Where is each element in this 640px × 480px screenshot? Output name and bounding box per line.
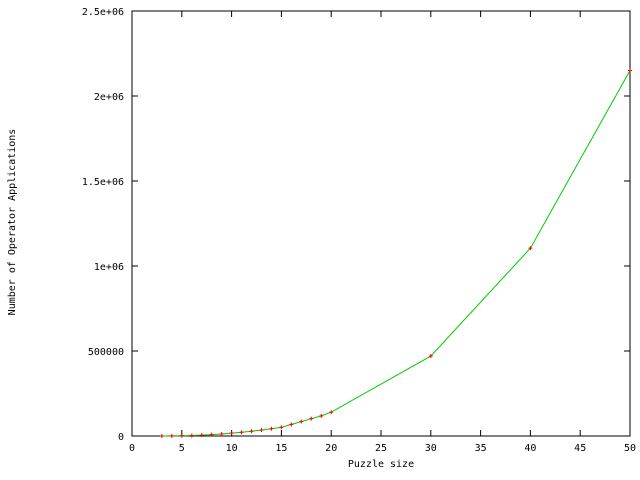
data-point bbox=[628, 68, 632, 73]
x-tick-label: 20 bbox=[325, 443, 337, 454]
data-point bbox=[219, 431, 224, 436]
data-point bbox=[319, 413, 324, 418]
data-point bbox=[269, 426, 274, 431]
y-tick-label: 0 bbox=[118, 432, 124, 443]
y-axis-label: Number of Operator Applications bbox=[7, 129, 18, 316]
data-point bbox=[249, 429, 254, 434]
data-point bbox=[199, 433, 204, 438]
axis-ticks bbox=[131, 10, 631, 437]
x-tick-label: 30 bbox=[425, 443, 437, 454]
x-tick-label: 5 bbox=[179, 443, 185, 454]
y-tick-label: 2.5e+06 bbox=[82, 7, 124, 18]
x-tick-label: 40 bbox=[524, 443, 536, 454]
data-point bbox=[428, 354, 433, 359]
data-point bbox=[299, 419, 304, 424]
series-line bbox=[161, 70, 631, 437]
plot-frame bbox=[131, 10, 631, 437]
x-tick-label: 15 bbox=[275, 443, 287, 454]
data-point bbox=[289, 422, 294, 427]
data-point bbox=[189, 433, 194, 438]
x-axis-label: Puzzle size bbox=[348, 459, 414, 470]
x-tick-label: 0 bbox=[129, 443, 135, 454]
x-tick-label: 10 bbox=[226, 443, 238, 454]
y-tick-label: 2e+06 bbox=[94, 92, 124, 103]
y-tick-label: 1e+06 bbox=[94, 262, 124, 273]
series-markers bbox=[159, 68, 632, 438]
x-tick-label: 25 bbox=[375, 443, 387, 454]
y-tick-label: 500000 bbox=[88, 347, 124, 358]
data-point bbox=[179, 433, 184, 438]
data-point bbox=[209, 432, 214, 437]
axis-tick-labels: 0 5 10 15 20 25 30 35 40 45 50 0 500000 1e+06 1.5e+06 2… bbox=[82, 7, 636, 454]
data-point bbox=[329, 410, 334, 415]
x-tick-label: 35 bbox=[475, 443, 487, 454]
data-point bbox=[279, 425, 284, 430]
y-tick-label: 1.5e+06 bbox=[82, 177, 124, 188]
data-point bbox=[259, 428, 264, 433]
data-point bbox=[159, 433, 164, 438]
data-point bbox=[169, 433, 174, 438]
x-tick-label: 45 bbox=[574, 443, 586, 454]
data-point bbox=[528, 246, 533, 251]
data-point bbox=[309, 416, 314, 421]
x-tick-label: 50 bbox=[624, 443, 636, 454]
data-point bbox=[239, 430, 244, 435]
data-point bbox=[229, 431, 234, 436]
